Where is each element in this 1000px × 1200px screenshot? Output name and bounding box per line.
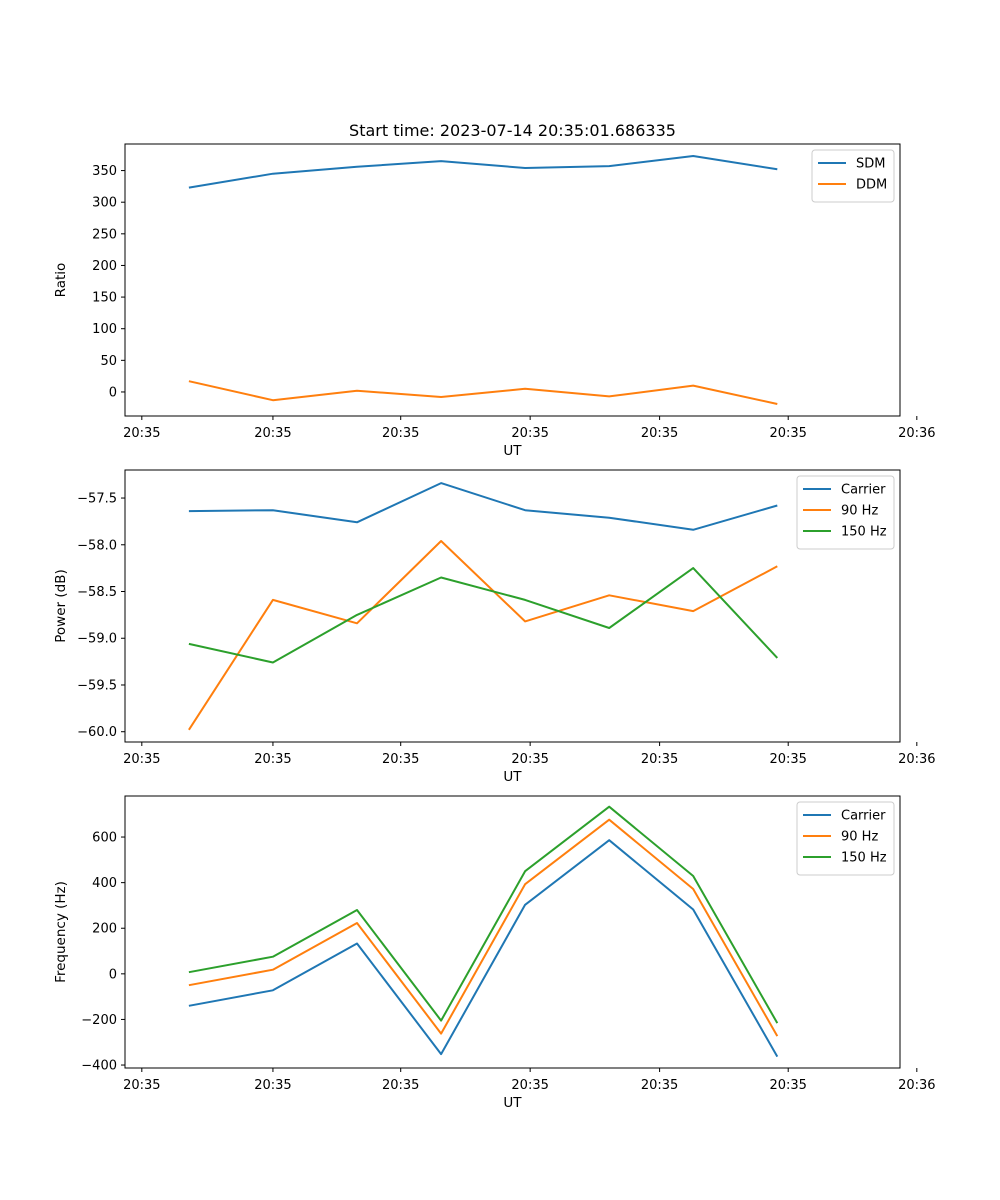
legend-label: 150 Hz: [841, 525, 887, 540]
x-axis-label: UT: [503, 443, 522, 459]
y-tick-label: 0: [109, 385, 117, 400]
y-tick-label: −60.0: [77, 725, 117, 740]
y-axis-label: Power (dB): [53, 569, 69, 642]
legend-label: 150 Hz: [841, 851, 887, 866]
x-tick-label: 20:36: [898, 426, 935, 441]
y-tick-label: 50: [100, 354, 117, 369]
x-tick-label: 20:35: [511, 426, 548, 441]
y-tick-label: 150: [92, 291, 117, 306]
x-tick-label: 20:35: [123, 426, 160, 441]
series-line-carrier: [188, 839, 779, 1058]
y-tick-label: 200: [92, 922, 117, 937]
axes-frame: [124, 469, 901, 743]
x-tick-label: 20:35: [641, 752, 678, 767]
legend-label: Carrier: [841, 809, 886, 824]
x-tick-label: 20:35: [511, 752, 548, 767]
y-tick-label: −58.5: [77, 585, 117, 600]
y-tick-label: −200: [81, 1013, 117, 1028]
power-plot: −60.0 −59.5 −59.0 −58.5 −58.0 −57.5 20:35 20:35…: [53, 469, 936, 785]
x-tick-label: 20:35: [123, 752, 160, 767]
y-tick-label: −59.0: [77, 632, 117, 647]
series-line-ddm: [188, 380, 778, 405]
y-tick-label: −400: [81, 1059, 117, 1074]
y-tick-label: 250: [92, 227, 117, 242]
y-tick-label: −59.5: [77, 678, 117, 693]
axes-frame: [124, 143, 901, 417]
x-axis-label: UT: [503, 1095, 522, 1111]
frequency-plot: −400 −200 0 200 400 600 20:35 20:35 20:35 20:35 20…: [53, 795, 936, 1111]
x-tick-label: 20:35: [769, 1078, 806, 1093]
series-line-90-hz: [188, 818, 779, 1037]
y-tick-label: −57.5: [77, 492, 117, 507]
y-tick-label: 600: [92, 831, 117, 846]
x-tick-label: 20:35: [382, 1078, 419, 1093]
y-tick-label: 0: [109, 967, 117, 982]
x-tick-label: 20:35: [254, 752, 291, 767]
y-tick-label: −58.0: [77, 538, 117, 553]
y-tick-label: 300: [92, 196, 117, 211]
x-axis-label: UT: [503, 769, 522, 785]
y-tick-label: 400: [92, 876, 117, 891]
figure-title: Start time: 2023-07-14 20:35:01.686335: [349, 121, 676, 140]
series-line-150-hz: [188, 567, 779, 664]
x-tick-label: 20:36: [898, 752, 935, 767]
x-tick-label: 20:35: [254, 1078, 291, 1093]
x-tick-label: 20:35: [382, 426, 419, 441]
legend-label: SDM: [856, 157, 885, 172]
y-tick-label: 350: [92, 164, 117, 179]
y-axis-label: Ratio: [53, 263, 69, 298]
series-line-90-hz: [188, 540, 778, 731]
y-tick-label: 100: [92, 322, 117, 337]
x-tick-label: 20:36: [898, 1078, 935, 1093]
y-tick-label: 200: [92, 259, 117, 274]
legend-label: 90 Hz: [841, 504, 878, 519]
x-tick-label: 20:35: [123, 1078, 160, 1093]
x-tick-label: 20:35: [769, 426, 806, 441]
legend-label: DDM: [856, 178, 887, 193]
y-axis-label: Frequency (Hz): [53, 881, 69, 983]
x-tick-label: 20:35: [769, 752, 806, 767]
x-tick-label: 20:35: [511, 1078, 548, 1093]
legend-label: Carrier: [841, 483, 886, 498]
x-tick-label: 20:35: [382, 752, 419, 767]
x-tick-label: 20:35: [641, 1078, 678, 1093]
series-line-sdm: [188, 155, 778, 189]
x-tick-label: 20:35: [641, 426, 678, 441]
legend-label: 90 Hz: [841, 830, 878, 845]
series-line-150-hz: [188, 805, 779, 1024]
ratio-plot: 0 50 100 150 200 250 300 350 20:35 20:35 20:35 20:3…: [53, 143, 936, 459]
axes-frame: [124, 795, 901, 1069]
x-tick-label: 20:35: [254, 426, 291, 441]
series-line-carrier: [188, 482, 778, 531]
